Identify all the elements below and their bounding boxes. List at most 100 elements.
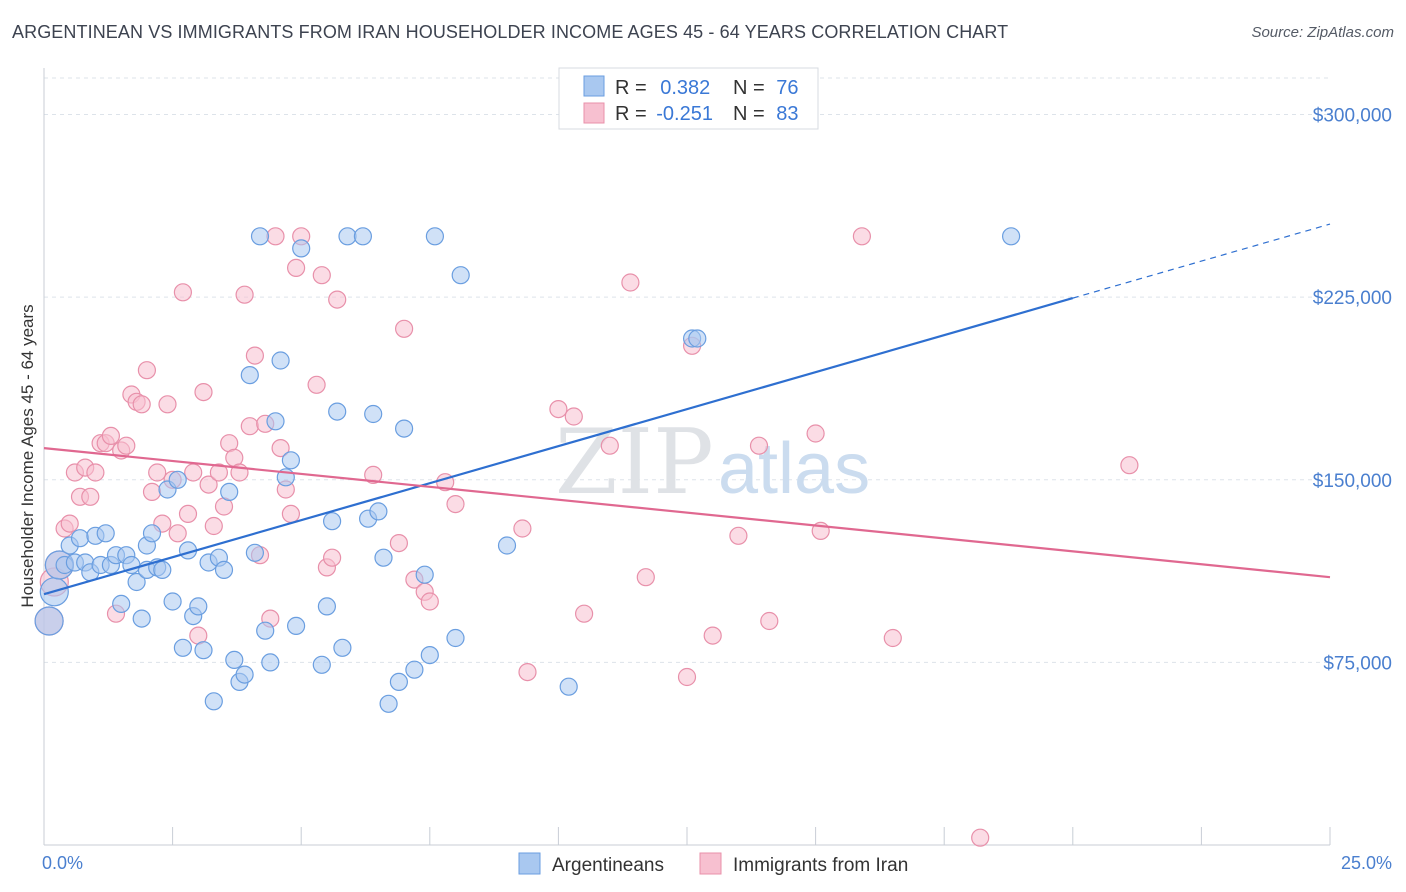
point-argentineans bbox=[132, 609, 151, 628]
y-tick-label: $75,000 bbox=[1323, 653, 1392, 674]
point-iran bbox=[142, 482, 162, 501]
point-argentineans bbox=[292, 239, 311, 258]
point-argentineans bbox=[127, 572, 146, 592]
point-iran bbox=[209, 463, 228, 482]
chart-title: ARGENTINEAN VS IMMIGRANTS FROM IRAN HOUS… bbox=[12, 22, 1009, 42]
point-argentineans bbox=[112, 594, 131, 614]
legend-swatch-blue bbox=[583, 75, 605, 97]
point-iran bbox=[245, 346, 264, 365]
point-iran bbox=[117, 436, 136, 455]
point-iran bbox=[395, 319, 414, 338]
point-argentineans bbox=[250, 227, 270, 246]
point-argentineans bbox=[220, 482, 239, 501]
y-tick-label: $300,000 bbox=[1313, 106, 1392, 127]
point-iran bbox=[446, 495, 465, 514]
point-argentineans bbox=[415, 565, 434, 584]
point-argentineans bbox=[142, 524, 162, 543]
point-iran bbox=[574, 604, 594, 623]
point-argentineans bbox=[688, 329, 707, 348]
legend-r-value-1: 0.382 bbox=[660, 77, 710, 99]
point-iran bbox=[636, 568, 655, 587]
point-iran bbox=[194, 383, 213, 402]
point-argentineans bbox=[497, 536, 517, 555]
point-argentineans bbox=[333, 638, 352, 657]
legend-n-label-2: N = bbox=[733, 103, 770, 125]
point-iran bbox=[287, 258, 306, 277]
y-tick-label: $150,000 bbox=[1313, 471, 1392, 492]
y-tick-labels: $75,000 $150,000 $225,000 $300,000 bbox=[1313, 106, 1392, 675]
svg-text:R = -0.251: R = -0.251 bbox=[615, 103, 713, 125]
point-argentineans bbox=[287, 616, 306, 636]
x-tick-label-max: 25.0% bbox=[1341, 853, 1392, 873]
point-argentineans bbox=[194, 641, 213, 660]
point-iran bbox=[513, 519, 532, 538]
legend-n-label-1: N = bbox=[733, 77, 770, 99]
legend-r-label-2: R = bbox=[615, 103, 652, 125]
point-argentineans bbox=[451, 266, 470, 285]
point-iran bbox=[173, 283, 192, 302]
series-legend-swatch-argentineans bbox=[518, 852, 541, 875]
point-iran bbox=[364, 465, 383, 484]
point-iran bbox=[806, 424, 825, 443]
point-argentineans bbox=[214, 560, 234, 580]
point-argentineans bbox=[240, 366, 259, 385]
point-argentineans bbox=[153, 560, 172, 580]
correlation-legend: R = 0.382 N = 76 R = -0.251 N = 83 bbox=[558, 67, 819, 130]
point-argentineans bbox=[364, 404, 383, 424]
point-iran bbox=[204, 516, 223, 536]
point-argentineans bbox=[420, 645, 439, 665]
point-iran bbox=[971, 828, 990, 847]
point-argentineans bbox=[317, 597, 336, 616]
point-argentineans bbox=[328, 402, 347, 421]
point-iran bbox=[323, 548, 342, 567]
point-iran bbox=[749, 436, 769, 455]
point-argentineans bbox=[168, 470, 187, 489]
x-axis-ticks bbox=[43, 827, 1331, 845]
point-argentineans bbox=[446, 628, 465, 648]
y-tick-label: $225,000 bbox=[1313, 288, 1392, 309]
svg-text:N = 83: N = 83 bbox=[733, 103, 799, 125]
legend-n-value-1: 76 bbox=[776, 77, 798, 99]
point-iran bbox=[729, 526, 748, 545]
point-argentineans bbox=[405, 660, 424, 679]
series-legend-swatch-iran bbox=[699, 852, 722, 875]
point-argentineans bbox=[245, 543, 264, 562]
legend-r-value-2: -0.251 bbox=[656, 103, 713, 125]
point-argentineans bbox=[369, 502, 388, 521]
x-tick-label-min: 0.0% bbox=[42, 853, 83, 873]
point-iran bbox=[852, 227, 872, 246]
point-argentineans bbox=[163, 592, 182, 611]
point-argentineans bbox=[395, 419, 414, 438]
point-iran bbox=[132, 395, 151, 414]
point-argentineans bbox=[312, 655, 331, 674]
svg-text:R = 0.382: R = 0.382 bbox=[615, 77, 710, 99]
point-iran bbox=[420, 592, 439, 611]
svg-text:N = 76: N = 76 bbox=[733, 77, 799, 99]
point-argentineans bbox=[338, 227, 357, 246]
point-iran bbox=[760, 611, 779, 631]
point-iran bbox=[235, 285, 254, 304]
trend-line-argentineans-extension bbox=[1072, 223, 1331, 299]
point-iran bbox=[81, 487, 100, 506]
point-argentineans bbox=[389, 672, 408, 692]
point-iran bbox=[148, 463, 167, 482]
trend-lines bbox=[43, 223, 1331, 596]
source-label: Source: ZipAtlas.com bbox=[1251, 24, 1394, 41]
legend-n-value-2: 83 bbox=[776, 103, 798, 125]
point-iran bbox=[621, 273, 640, 292]
gridlines bbox=[44, 77, 1330, 663]
watermark: ZIP atlas bbox=[555, 410, 870, 515]
point-iran bbox=[240, 417, 259, 436]
point-argentineans bbox=[425, 227, 444, 246]
point-iran bbox=[883, 628, 902, 648]
point-iran bbox=[518, 662, 537, 682]
point-argentineans bbox=[225, 650, 244, 670]
point-iran bbox=[86, 463, 105, 482]
point-iran bbox=[199, 475, 218, 494]
point-argentineans bbox=[323, 512, 342, 531]
point-iran bbox=[281, 504, 300, 524]
point-argentineans bbox=[256, 621, 275, 640]
point-argentineans bbox=[261, 653, 280, 672]
trend-line-iran bbox=[43, 447, 1331, 579]
